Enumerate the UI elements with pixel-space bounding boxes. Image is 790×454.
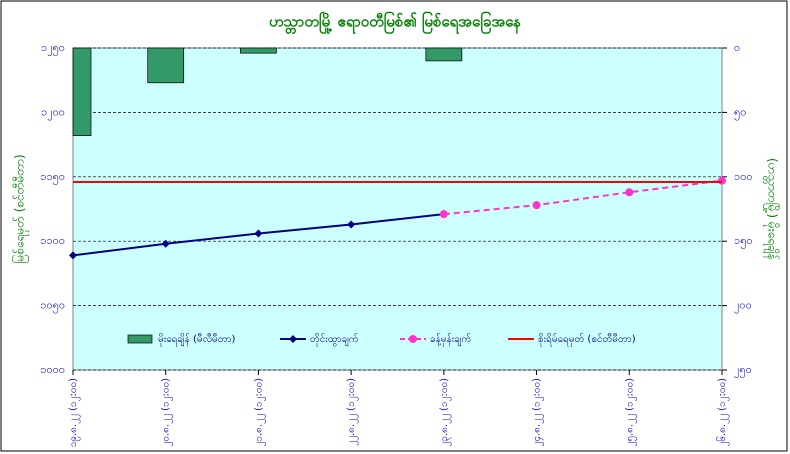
y-tick-label: ၁၀၅၀: [40, 299, 65, 314]
bar: [72, 47, 92, 136]
legend: [118, 326, 673, 352]
legend-label: မိုးရေချိန် (မီလီမီတာ): [158, 332, 236, 347]
legend-label: ခန့်မှန်းချက်: [430, 332, 471, 347]
y2-tick-label: ၂၅၀: [734, 363, 752, 378]
x-tick-label: ၁၉.၈.၂၂ (၁၂:၀၀): [68, 378, 81, 447]
point: [625, 188, 634, 197]
y2-tick-label: ၂၀၀: [734, 299, 752, 314]
y-tick-label: ၁၁၅၀: [40, 170, 65, 185]
y2-tick-label: ၁၅၀: [734, 234, 753, 249]
legend-marker: [409, 335, 417, 343]
point: [69, 251, 77, 260]
x-tick-label: ၂၀.၈.၂၂ (၁၂:၀၀): [161, 378, 174, 447]
point: [532, 201, 541, 210]
point: [161, 239, 170, 248]
x-tick-label: ၂၂.၈.၂၂ (၁၂:၀၀): [346, 378, 359, 446]
plot-area: [72, 47, 723, 371]
y-tick-label: ၁၁၀၀: [40, 234, 65, 247]
y2-axis-label: (ဟသ္တာတမြို့) မိုးရေချိန်: [763, 158, 782, 260]
y2-tick-label: ၁၀၀: [734, 170, 753, 183]
x-tick-label: ၂၅.၈.၂၂ (၁၂:၀၀): [624, 378, 637, 447]
legend-label: စိုးရိမ်ရေမှတ် (စင်တီမီတာ): [538, 332, 636, 347]
y-tick-label: ၁၀၀၀: [40, 363, 65, 376]
y2-tick-label: ၅၀: [734, 105, 746, 120]
y-axis-label: မြစ်ရေမှတ် (စင်တီမီတာ): [11, 154, 30, 263]
bar: [240, 47, 277, 54]
y2-tick-label: ၀: [734, 41, 740, 54]
legend-marker: [289, 335, 297, 343]
x-tick-label: ၂၄.၈.၂၂ (၁၂:၀၀): [532, 378, 545, 447]
bar: [425, 47, 463, 62]
point: [718, 176, 726, 185]
point: [347, 220, 356, 229]
legend-label: တိုင်းထွာချက်: [310, 332, 359, 347]
legend-swatch: [127, 334, 153, 344]
y-tick-label: ၁၂၅၀: [41, 41, 65, 56]
point: [254, 229, 263, 238]
x-tick-label: ၂၃.၈.၂၂ (၁၂:၀၀): [439, 378, 452, 447]
y-tick-label: ၁၂၀၀: [41, 105, 65, 120]
bar: [147, 47, 185, 84]
series-line: [443, 179, 723, 216]
point: [439, 210, 448, 219]
x-tick-label: ၂၆.၈.၂၂ (၁၂:၀၀): [715, 378, 730, 447]
x-tick-label: ၂၁.၈.၂၂ (၁၂:၀၀): [253, 378, 266, 447]
